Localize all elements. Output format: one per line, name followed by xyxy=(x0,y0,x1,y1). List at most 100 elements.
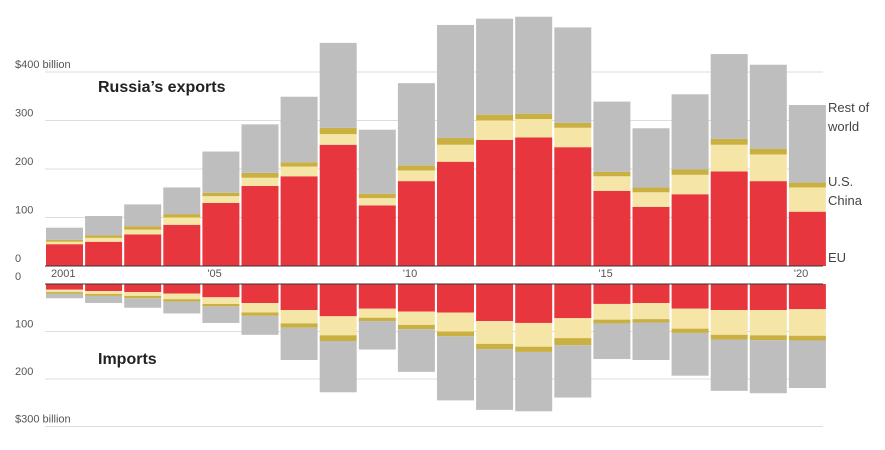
export-bar-eu-2011 xyxy=(437,161,474,266)
import-bar-rest-of-world-2010 xyxy=(397,329,435,372)
import-bar-eu-2017 xyxy=(671,284,709,309)
export-bar-rest-of-world-2004 xyxy=(163,187,201,215)
export-bar-rest-of-world-2011 xyxy=(437,24,474,138)
year-label-2010: '10 xyxy=(403,268,417,280)
export-bar-u-s-2003 xyxy=(124,226,162,230)
export-bar-u-s-2020 xyxy=(788,182,826,188)
export-bar-u-s-2007 xyxy=(280,162,318,167)
import-bar-u-s-2011 xyxy=(437,331,474,337)
export-bar-u-s-2013 xyxy=(515,113,553,120)
import-bar-china-2016 xyxy=(632,303,670,320)
legend-china: China xyxy=(828,193,863,208)
year-label-2005: '05 xyxy=(207,268,221,280)
export-bar-rest-of-world-2006 xyxy=(241,124,279,173)
import-bar-rest-of-world-2002 xyxy=(85,295,123,303)
import-bar-eu-2005 xyxy=(202,284,240,298)
export-bar-china-2015 xyxy=(593,176,631,191)
import-bar-rest-of-world-2011 xyxy=(437,336,474,401)
export-bar-eu-2004 xyxy=(163,224,201,266)
import-bar-rest-of-world-2013 xyxy=(515,351,553,412)
import-bar-rest-of-world-2018 xyxy=(710,339,748,391)
import-bar-u-s-2009 xyxy=(358,317,396,322)
export-bar-u-s-2009 xyxy=(358,193,396,199)
export-bar-china-2008 xyxy=(319,134,357,145)
import-bar-u-s-2008 xyxy=(319,335,357,341)
import-bar-u-s-2006 xyxy=(241,312,279,316)
export-bar-eu-2014 xyxy=(554,147,592,266)
imports-title: Imports xyxy=(98,351,157,368)
import-bar-china-2003 xyxy=(124,292,162,296)
export-bar-china-2003 xyxy=(124,229,162,235)
import-bar-u-s-2005 xyxy=(202,303,240,307)
export-bar-rest-of-world-2017 xyxy=(671,94,709,170)
import-bar-china-2010 xyxy=(397,311,435,325)
import-bar-eu-2004 xyxy=(163,284,201,294)
export-bar-china-2005 xyxy=(202,196,240,203)
export-bar-u-s-2017 xyxy=(671,169,709,175)
export-bar-u-s-2011 xyxy=(437,137,474,145)
import-bar-eu-2013 xyxy=(515,284,553,323)
import-bar-china-2005 xyxy=(202,297,240,304)
import-bar-u-s-2016 xyxy=(632,319,670,323)
export-bar-eu-2012 xyxy=(476,139,514,266)
export-bar-u-s-2004 xyxy=(163,214,201,218)
import-bar-u-s-2003 xyxy=(124,295,162,299)
export-bar-eu-2008 xyxy=(319,144,357,266)
export-bar-china-2002 xyxy=(85,237,123,242)
import-bar-eu-2016 xyxy=(632,284,670,303)
exports-tick-label: $400 billion xyxy=(15,59,71,71)
bars xyxy=(46,16,826,412)
import-bar-eu-2007 xyxy=(280,284,318,311)
exports-tick-label: 0 xyxy=(15,253,21,265)
import-bar-rest-of-world-2015 xyxy=(593,323,631,360)
export-bar-rest-of-world-2018 xyxy=(710,54,748,139)
export-bar-u-s-2001 xyxy=(46,239,83,242)
export-bar-u-s-2006 xyxy=(241,172,279,178)
export-bar-rest-of-world-2014 xyxy=(554,27,592,123)
import-bar-china-2001 xyxy=(46,289,83,293)
import-bar-u-s-2002 xyxy=(85,293,123,296)
legend-rest-of-world-line1: Rest of xyxy=(828,100,870,115)
import-bar-china-2007 xyxy=(280,310,318,324)
export-bar-rest-of-world-2015 xyxy=(593,101,631,172)
export-bar-eu-2007 xyxy=(280,176,318,266)
export-bar-rest-of-world-2012 xyxy=(476,18,514,115)
export-bar-u-s-2005 xyxy=(202,192,240,197)
import-bar-china-2018 xyxy=(710,310,748,335)
export-bar-eu-2018 xyxy=(710,171,748,266)
import-bar-eu-2009 xyxy=(358,284,396,309)
export-bar-u-s-2018 xyxy=(710,138,748,145)
import-bar-china-2002 xyxy=(85,291,123,294)
import-bar-u-s-2017 xyxy=(671,328,709,333)
export-bar-rest-of-world-2001 xyxy=(46,227,83,240)
export-bar-eu-2002 xyxy=(85,241,123,266)
export-bar-u-s-2014 xyxy=(554,122,592,128)
imports-tick-label: 100 xyxy=(15,319,33,331)
import-bar-rest-of-world-2003 xyxy=(124,298,162,308)
export-bar-u-s-2002 xyxy=(85,235,123,238)
import-bar-rest-of-world-2001 xyxy=(46,293,83,299)
export-bar-rest-of-world-2013 xyxy=(515,16,553,114)
export-bar-china-2006 xyxy=(241,177,279,186)
import-bar-china-2011 xyxy=(437,312,474,332)
year-label-2015: '15 xyxy=(598,268,612,280)
export-bar-china-2017 xyxy=(671,174,709,195)
import-bar-china-2006 xyxy=(241,303,279,313)
export-bar-china-2010 xyxy=(397,170,435,182)
import-bar-u-s-2013 xyxy=(515,346,553,352)
import-bar-rest-of-world-2004 xyxy=(163,301,201,314)
import-bar-eu-2019 xyxy=(749,284,787,311)
legend-rest-of-world-line2: world xyxy=(827,119,859,134)
imports-tick-label: 200 xyxy=(15,366,33,378)
export-bar-china-2001 xyxy=(46,241,83,245)
import-bar-u-s-2012 xyxy=(476,343,514,350)
exports-title: Russia’s exports xyxy=(98,79,226,96)
export-bar-china-2016 xyxy=(632,192,670,207)
export-bar-eu-2013 xyxy=(515,137,553,266)
export-bar-eu-2009 xyxy=(358,205,396,266)
import-bar-u-s-2004 xyxy=(163,299,201,302)
import-bar-eu-2001 xyxy=(46,284,83,290)
import-bar-rest-of-world-2012 xyxy=(476,349,514,410)
import-bar-china-2017 xyxy=(671,308,709,329)
